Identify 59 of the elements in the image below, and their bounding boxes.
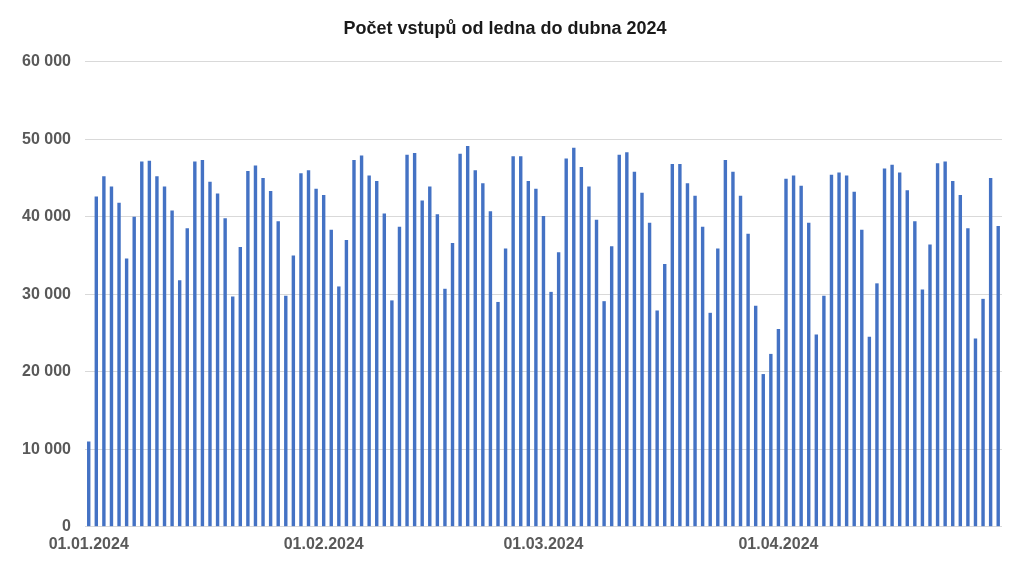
bar [208,181,212,527]
bar [193,161,197,527]
bar [261,177,265,527]
bar [314,188,318,527]
bar [132,216,136,527]
bar [799,185,803,527]
bar [337,286,341,527]
y-tick-label: 50 000 [22,129,72,147]
bar [481,183,485,527]
bar [170,210,174,527]
bar [367,175,371,527]
bar [640,192,644,527]
bar [731,171,735,527]
bar [246,170,250,527]
x-tick-label: 01.01.2024 [48,534,129,552]
bar [458,153,462,527]
bar [587,186,591,527]
bar [390,300,394,527]
bar [117,202,121,527]
y-tick-label: 10 000 [22,439,72,457]
bar [966,228,970,527]
bar [276,221,280,527]
bar [981,298,985,527]
x-tick-label: 01.02.2024 [283,534,364,552]
bar [405,154,409,527]
y-tick-label: 30 000 [22,284,72,302]
chart-title: Počet vstupů od ledna do dubna 2024 [343,17,667,38]
bar [534,188,538,527]
bar [822,295,826,527]
bar [102,176,106,527]
bar [496,301,500,527]
bar [352,160,356,527]
y-tick-label: 40 000 [22,207,72,225]
bar [155,176,159,527]
bar [928,244,932,527]
bar [625,152,629,527]
x-tick-label: 01.04.2024 [738,534,819,552]
bar [299,173,303,527]
y-tick-label: 20 000 [22,362,72,380]
bar [837,172,841,527]
x-tick-label: 01.03.2024 [503,534,584,552]
bar [769,353,773,527]
bar [746,233,750,527]
bar [678,163,682,527]
bar [420,200,424,527]
bar [223,218,227,527]
y-tick-label: 0 [62,517,72,535]
bar [549,291,553,527]
y-tick-label: 60 000 [22,52,72,70]
bar [943,161,947,527]
bar [784,178,788,527]
bar [913,221,917,527]
bar [655,310,659,527]
bar [443,288,447,527]
bar [602,301,606,527]
bar [890,164,894,527]
bar [693,195,697,527]
bar [511,156,515,527]
bar [875,283,879,527]
